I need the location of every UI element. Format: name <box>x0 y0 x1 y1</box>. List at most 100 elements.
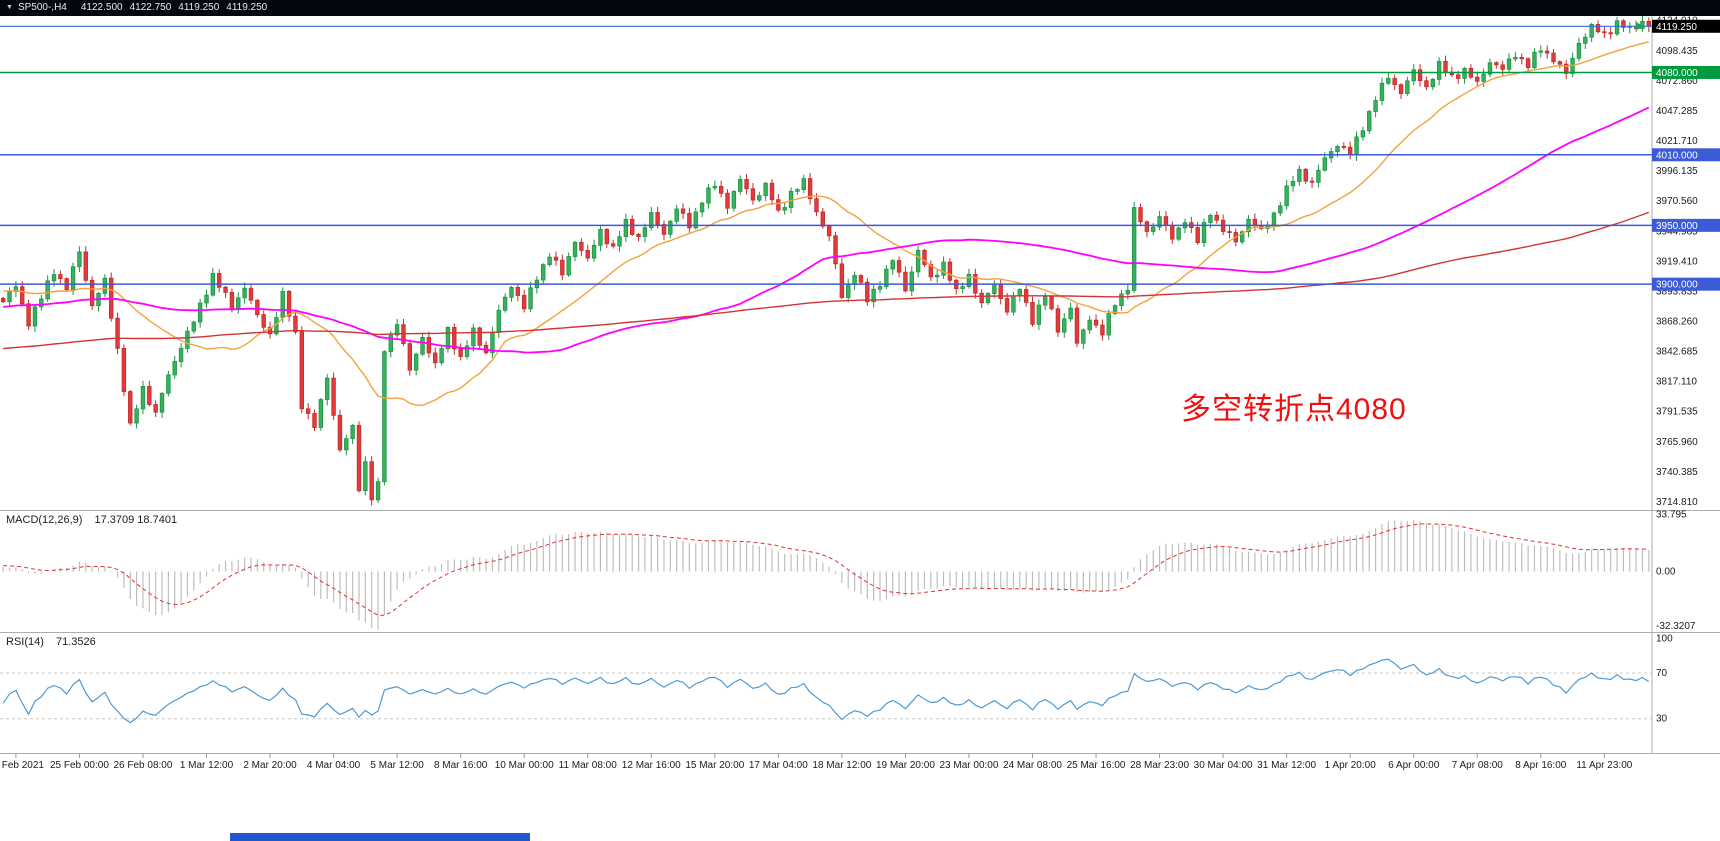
candle-body <box>1208 214 1213 223</box>
price-tag-label: 4080.000 <box>1656 68 1698 79</box>
candle-body <box>1621 20 1626 28</box>
candle-body <box>242 287 247 299</box>
price-tag[interactable] <box>1652 19 1720 33</box>
time-axis-label: 1 Mar 12:00 <box>180 760 234 771</box>
candle-body <box>528 287 533 310</box>
chart-title-bar: ▼ SP500-,H4 4122.500 4122.750 4119.250 4… <box>0 0 1720 16</box>
price-tag[interactable] <box>1652 65 1720 79</box>
candle-body <box>248 287 254 301</box>
price-tick-label: 4072.860 <box>1656 76 1698 87</box>
candle-body <box>477 327 482 346</box>
price-tick-label: 3791.535 <box>1656 407 1698 418</box>
candle-body <box>1589 24 1594 38</box>
macd-values: 17.3709 18.7401 <box>94 514 178 526</box>
candle-body <box>1430 79 1435 88</box>
candle-body <box>1278 205 1283 214</box>
price-tick-label: 3996.135 <box>1656 166 1698 177</box>
time-axis-label: 25 Mar 16:00 <box>1067 760 1126 771</box>
candle-body <box>553 256 559 261</box>
candle-body <box>496 309 501 333</box>
time-axis-label: 23 Mar 00:00 <box>939 760 998 771</box>
candle-body <box>83 251 88 281</box>
price-tick-label: 4098.435 <box>1656 46 1698 57</box>
rsi-value: 71.3526 <box>55 636 96 648</box>
time-axis-label: 10 Mar 00:00 <box>495 760 554 771</box>
candle-body <box>934 274 940 278</box>
candle-body <box>1081 329 1086 344</box>
candle-body <box>1125 289 1131 295</box>
candle-body <box>572 241 578 257</box>
price-tag-label: 3900.000 <box>1656 280 1698 291</box>
candle-body <box>547 256 552 266</box>
candle-body <box>325 377 330 400</box>
candle-body <box>1093 319 1099 326</box>
rsi-axis-label: 70 <box>1656 668 1668 679</box>
candle-body <box>725 192 730 209</box>
price-tick-label: 3970.560 <box>1656 196 1698 207</box>
macd-axis-label: 33.795 <box>1656 510 1687 521</box>
candle-body <box>1417 69 1423 82</box>
price-tag[interactable] <box>1652 277 1720 291</box>
candle-body <box>26 303 31 327</box>
candle-body <box>750 188 756 201</box>
symbol-dropdown-icon[interactable]: ▼ <box>6 4 13 11</box>
candle-body <box>585 250 590 259</box>
time-axis-label: 12 Mar 16:00 <box>622 760 681 771</box>
candle-body <box>509 286 514 298</box>
candle-body <box>1087 319 1092 331</box>
time-axis-label: 8 Apr 16:00 <box>1515 760 1567 771</box>
rsi-name: RSI(14) <box>6 636 44 648</box>
candle-body <box>890 260 895 270</box>
candle-body <box>1170 224 1175 240</box>
price-tag[interactable] <box>1652 148 1720 162</box>
candle-body <box>1316 169 1321 183</box>
candle-body <box>128 391 133 424</box>
candle-body <box>439 348 444 364</box>
candle-body <box>236 297 241 311</box>
candle-body <box>1335 145 1340 152</box>
rsi-indicator-label[interactable]: RSI(14) 71.3526 <box>6 636 105 648</box>
candle-body <box>1500 64 1505 70</box>
candle-body <box>1011 295 1016 313</box>
candle-body <box>566 256 571 276</box>
candle-body <box>788 190 794 208</box>
candle-body <box>121 347 127 392</box>
candle-body <box>928 264 934 278</box>
candle-body <box>204 294 209 304</box>
candle-body <box>877 286 883 290</box>
candle-body <box>178 348 184 362</box>
candle-body <box>267 326 273 335</box>
candle-body <box>356 424 362 492</box>
candle-body <box>871 288 876 303</box>
annotation-text[interactable]: 多空转折点4080 <box>1181 393 1407 426</box>
candle-body <box>814 198 819 213</box>
macd-indicator-label[interactable]: MACD(12,26,9) 17.3709 18.7401 <box>6 514 186 526</box>
candle-body <box>1538 50 1544 53</box>
candle-body <box>185 330 190 349</box>
price-tick-label: 3842.685 <box>1656 347 1698 358</box>
candle-body <box>293 315 298 333</box>
candle-body <box>51 274 57 282</box>
quote-close: 4119.250 <box>226 2 268 13</box>
rsi-axis-label: 30 <box>1656 714 1668 725</box>
candle-body <box>1411 69 1416 82</box>
candle-body <box>1297 168 1302 182</box>
taskbar-fragment[interactable] <box>230 833 530 841</box>
candle-body <box>668 220 673 235</box>
candle-body <box>1646 20 1652 27</box>
candle-body <box>458 348 463 357</box>
candle-body <box>807 178 813 200</box>
candle-body <box>680 208 686 214</box>
candle-body <box>58 274 63 280</box>
candle-body <box>1551 52 1556 63</box>
candle-body <box>147 386 152 405</box>
candle-body <box>801 178 806 190</box>
candle-body <box>636 233 641 237</box>
time-axis-label: 17 Mar 04:00 <box>749 760 808 771</box>
candle-body <box>369 461 374 501</box>
price-tag[interactable] <box>1652 218 1720 232</box>
candle-body <box>521 295 527 310</box>
candle-body <box>1303 168 1308 182</box>
candle-body <box>1354 136 1359 156</box>
